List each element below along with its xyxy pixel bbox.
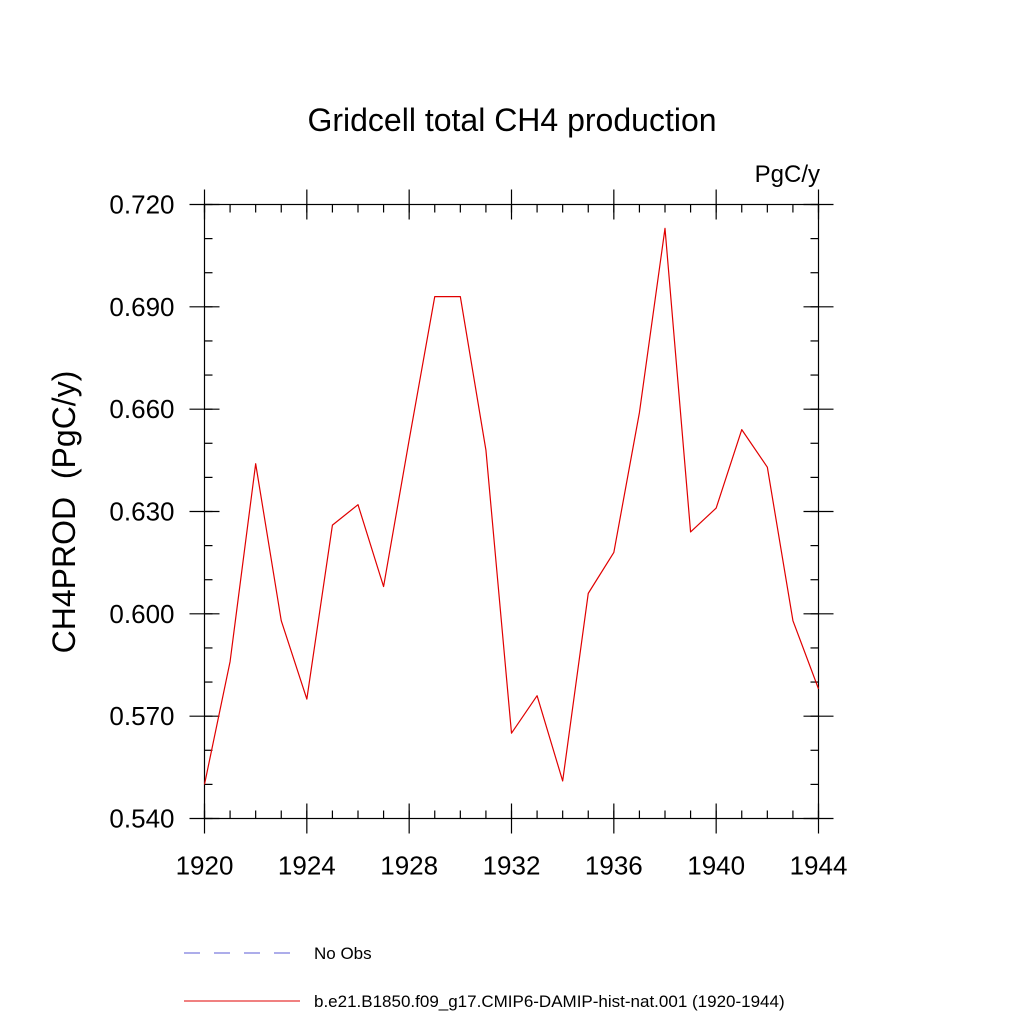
legend-label: b.e21.B1850.f09_g17.CMIP6-DAMIP-hist-nat… bbox=[314, 992, 785, 1011]
series-line bbox=[203, 227, 820, 785]
y-tick-label: 0.540 bbox=[109, 804, 174, 834]
y-tick-label: 0.600 bbox=[109, 599, 174, 629]
x-tick-label: 1940 bbox=[687, 851, 745, 881]
y-tick-label: 0.660 bbox=[109, 394, 174, 424]
units-label: PgC/y bbox=[755, 161, 820, 188]
legend-label: No Obs bbox=[314, 944, 372, 963]
x-tick-label: 1932 bbox=[483, 851, 541, 881]
x-tick-label: 1936 bbox=[585, 851, 643, 881]
x-tick-label: 1920 bbox=[176, 851, 234, 881]
plot-frame bbox=[203, 203, 820, 820]
legend: No Obs b.e21.B1850.f09_g17.CMIP6-DAMIP-hi… bbox=[184, 944, 785, 1011]
axis-tick-labels: 1920 1924 1928 1932 1936 1940 1944 0.540 0.570 0.… bbox=[109, 190, 847, 881]
y-tick-label: 0.570 bbox=[109, 701, 174, 731]
x-tick-label: 1944 bbox=[790, 851, 848, 881]
y-tick-label: 0.690 bbox=[109, 292, 174, 322]
series-layer bbox=[203, 227, 820, 785]
x-tick-label: 1928 bbox=[380, 851, 438, 881]
y-axis-label: CH4PROD (PgC/y) bbox=[46, 371, 82, 654]
axis-ticks bbox=[189, 189, 834, 834]
x-tick-label: 1924 bbox=[278, 851, 336, 881]
y-tick-label: 0.630 bbox=[109, 497, 174, 527]
chart-title: Gridcell total CH4 production bbox=[307, 102, 716, 138]
y-tick-label: 0.720 bbox=[109, 190, 174, 220]
